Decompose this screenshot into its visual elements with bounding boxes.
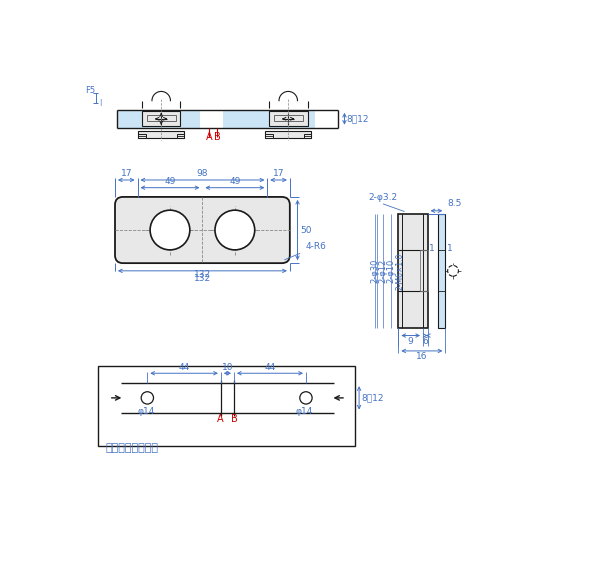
Text: 17: 17 (121, 169, 132, 178)
Text: A: A (217, 414, 223, 424)
Bar (121, 383, 183, 413)
Text: 50: 50 (300, 226, 311, 235)
Text: 2-φ3.2: 2-φ3.2 (368, 193, 398, 202)
Bar (176, 134, 184, 138)
Bar (98, 367, 355, 446)
Text: 17: 17 (273, 169, 284, 178)
Text: φ14: φ14 (137, 407, 154, 416)
Bar (223, 110, 315, 128)
Bar (116, 110, 200, 128)
Text: 132: 132 (194, 274, 211, 283)
Text: 44: 44 (178, 363, 190, 372)
Text: 1: 1 (429, 244, 435, 253)
Text: |: | (100, 100, 102, 106)
Text: 2-M6×1.0: 2-M6×1.0 (395, 252, 404, 289)
Bar (272, 383, 334, 413)
Text: 2-φ12: 2-φ12 (379, 259, 388, 283)
Text: 44: 44 (265, 363, 275, 372)
Circle shape (215, 210, 255, 250)
Bar (398, 214, 428, 328)
Text: B: B (232, 414, 238, 424)
Bar (420, 251, 428, 292)
Text: A: A (206, 132, 212, 142)
Text: F5: F5 (85, 86, 95, 95)
Bar (142, 111, 181, 126)
Text: 132: 132 (194, 270, 211, 279)
Text: B: B (214, 132, 221, 142)
Text: 49: 49 (164, 177, 176, 186)
Text: 8.5: 8.5 (448, 199, 462, 208)
Bar (304, 134, 311, 138)
Bar (269, 111, 308, 126)
Text: 2-φ30: 2-φ30 (371, 258, 380, 283)
Text: 8～12: 8～12 (361, 394, 384, 403)
Text: ガラスカット寸法: ガラスカット寸法 (106, 443, 159, 453)
Circle shape (448, 265, 458, 276)
Circle shape (300, 392, 312, 404)
Bar (274, 114, 303, 122)
Text: 98: 98 (197, 169, 208, 178)
Text: 6: 6 (422, 337, 428, 346)
Text: 10: 10 (221, 363, 233, 372)
Circle shape (141, 392, 154, 404)
Text: 16: 16 (416, 352, 428, 361)
Text: 49: 49 (229, 177, 241, 186)
Bar (138, 134, 146, 138)
Text: 1: 1 (447, 244, 452, 253)
Bar (265, 134, 273, 138)
Bar (265, 131, 311, 138)
Text: φ14: φ14 (296, 407, 313, 416)
Circle shape (150, 210, 190, 250)
FancyBboxPatch shape (115, 197, 290, 263)
Text: 8～12: 8～12 (347, 114, 369, 123)
Text: 4-R6: 4-R6 (284, 242, 326, 260)
Bar (138, 131, 184, 138)
Bar (146, 114, 176, 122)
Bar (439, 214, 445, 328)
Text: 2-φ10: 2-φ10 (386, 259, 395, 283)
Text: 9: 9 (408, 337, 413, 346)
